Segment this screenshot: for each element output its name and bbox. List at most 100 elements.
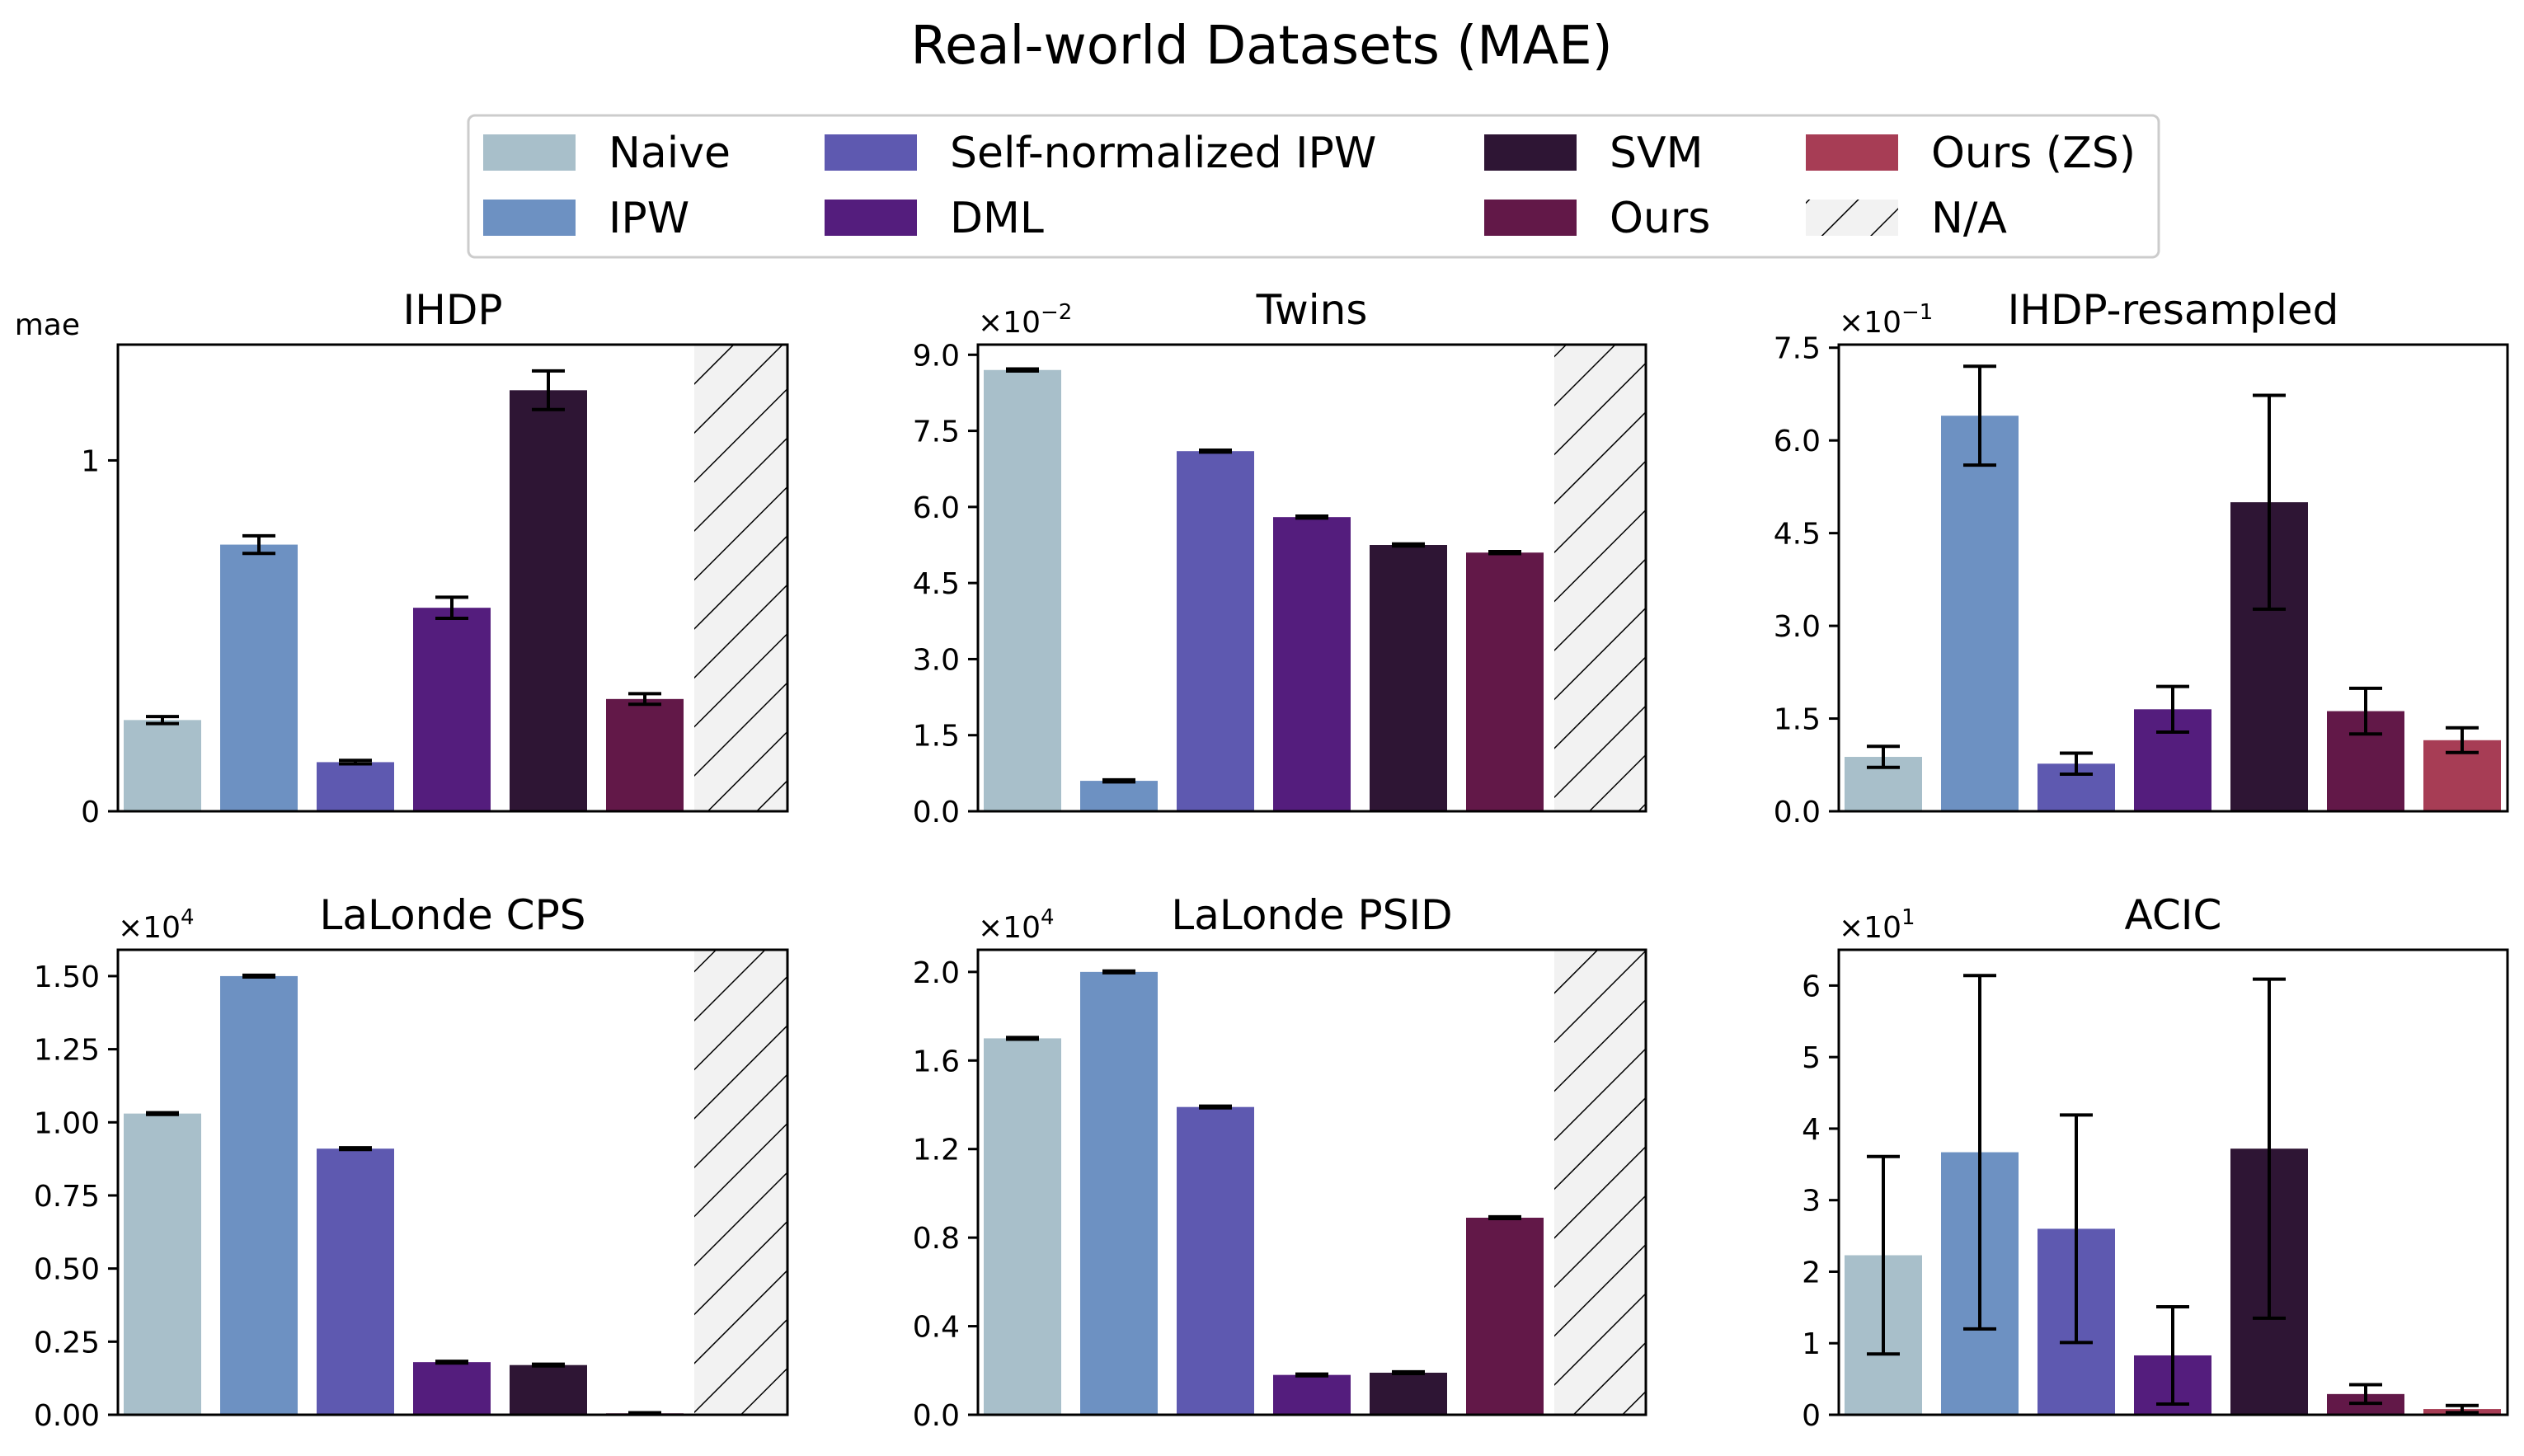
axis-offset-exponent: 1 xyxy=(1901,905,1915,930)
y-tick-label: 6 xyxy=(1802,970,1821,1003)
legend-label-dml: DML xyxy=(950,194,1044,243)
bar-naive xyxy=(984,369,1061,811)
y-tick-label: 1.6 xyxy=(913,1045,960,1078)
bar-dml xyxy=(413,1362,491,1415)
y-tick-label: 1.2 xyxy=(913,1134,960,1167)
error-bar-svm xyxy=(1392,1369,1425,1376)
error-bar-ipw xyxy=(1963,364,1996,467)
bar-ours xyxy=(1466,1217,1544,1415)
bar-svm xyxy=(1370,1372,1447,1415)
subplot-title: IHDP-resampled xyxy=(2008,286,2339,334)
error-bar-svm xyxy=(532,1362,565,1368)
bar-ipw xyxy=(220,544,298,811)
error-bar-ipw xyxy=(1102,777,1135,784)
y-tick-label: 0 xyxy=(81,796,100,829)
error-bar-ipw xyxy=(242,533,275,556)
y-tick-label: 0.0 xyxy=(913,796,960,829)
bar-ipw xyxy=(220,975,298,1415)
axis-offset-text: ×101 xyxy=(1839,905,1915,945)
y-tick-label: 0.4 xyxy=(913,1311,960,1345)
y-tick-label: 0.50 xyxy=(34,1253,100,1287)
y-tick-label: 1.5 xyxy=(1774,703,1821,737)
bar-ipw xyxy=(1080,781,1158,811)
error-bar-ipw xyxy=(242,973,275,979)
bar-dml xyxy=(1273,1374,1351,1415)
legend-label-ours-zs: Ours (ZS) xyxy=(1931,129,2136,178)
legend-label-n-a: N/A xyxy=(1931,194,2007,243)
chart-ihdp: 0 1 IHDP mae xyxy=(15,286,789,829)
y-tick-label: 0.0 xyxy=(913,1399,960,1433)
error-bar-dml xyxy=(2156,684,2189,735)
y-tick-label: 1.00 xyxy=(34,1106,100,1140)
legend-swatch-naive xyxy=(483,134,576,171)
error-bar-self-normalized-ipw xyxy=(339,759,372,766)
error-bar-ours xyxy=(1488,1214,1521,1221)
y-tick-label: 0.00 xyxy=(34,1399,100,1433)
subplot-title: LaLonde CPS xyxy=(320,891,586,939)
chart-twins: 0.0 1.5 3.0 4.5 6.0 7.5 9.0 Twins ×10−2 xyxy=(913,286,1647,829)
y-axis-label: mae xyxy=(15,308,80,342)
bar-ours xyxy=(606,698,684,811)
y-tick-label: 1.25 xyxy=(34,1034,100,1068)
chart-panels: 0 1 IHDP mae 0.0 1.5 3.0 4.5 6.0 7.5 9.0 Twins ×10−2… xyxy=(15,286,2509,1433)
bar-dml xyxy=(413,608,491,811)
chart-acic: 0 1 2 3 4 5 6 ACIC ×101 xyxy=(1802,891,2509,1433)
error-bar-dml xyxy=(1295,1372,1328,1378)
na-region xyxy=(1554,950,1646,1415)
bar-naive xyxy=(124,720,201,811)
axis-offset-exponent: 4 xyxy=(1041,905,1055,930)
chart-lalonde-cps: 0.00 0.25 0.50 0.75 1.00 1.25 1.50 LaLonde CPS ×… xyxy=(34,891,789,1433)
axis-offset-exponent: 4 xyxy=(181,905,195,930)
bar-naive xyxy=(984,1038,1061,1415)
error-bar-self-normalized-ipw xyxy=(1199,448,1232,454)
na-region xyxy=(694,950,787,1415)
axes-frame xyxy=(1837,343,2509,813)
error-bar-naive xyxy=(146,715,179,726)
error-bar-svm xyxy=(532,369,565,411)
y-tick-label: 3.0 xyxy=(913,643,960,677)
error-bar-self-normalized-ipw xyxy=(2060,751,2093,777)
y-tick-label: 2.0 xyxy=(913,956,960,990)
bar-self-normalized-ipw xyxy=(1177,451,1254,811)
axes-frame xyxy=(976,948,1647,1416)
error-bar-ipw xyxy=(1102,969,1135,975)
error-bar-svm xyxy=(1392,542,1425,548)
y-tick-label: 7.5 xyxy=(913,416,960,449)
bar-self-normalized-ipw xyxy=(317,762,394,811)
y-tick-label: 0.75 xyxy=(34,1180,100,1214)
y-tick-label: 5 xyxy=(1802,1041,1821,1075)
error-bar-naive xyxy=(1006,367,1039,373)
error-bar-ours xyxy=(2349,686,2382,736)
error-bar-self-normalized-ipw xyxy=(1199,1104,1232,1110)
bar-self-normalized-ipw xyxy=(317,1148,394,1415)
error-bar-ipw xyxy=(1963,974,1996,1331)
axis-offset-text: ×10−1 xyxy=(1839,300,1933,340)
y-tick-label: 0.8 xyxy=(913,1222,960,1256)
error-bar-ours-zs xyxy=(2446,1403,2479,1415)
y-tick-label: 4 xyxy=(1802,1113,1821,1147)
y-tick-label: 1 xyxy=(81,444,100,478)
legend-swatch-self-normalized-ipw xyxy=(825,134,917,171)
y-tick-label: 0.0 xyxy=(1774,796,1821,829)
legend-label-svm: SVM xyxy=(1610,129,1703,178)
error-bar-dml xyxy=(435,1360,468,1365)
axis-offset-text: ×10−2 xyxy=(978,300,1072,340)
axes-frame xyxy=(116,343,789,813)
axes-frame xyxy=(116,948,789,1416)
axes-frame xyxy=(1837,948,2509,1416)
error-bar-dml xyxy=(1295,514,1328,520)
legend-swatch-svm xyxy=(1484,134,1577,171)
y-tick-label: 0.25 xyxy=(34,1326,100,1360)
legend: Naive IPW Self-normalized IPW DML SVM Ours Our… xyxy=(467,114,2160,259)
subplot-title: ACIC xyxy=(2125,891,2222,939)
legend-swatch-ours-zs xyxy=(1806,134,1898,171)
bar-svm xyxy=(510,1364,587,1415)
y-tick-label: 7.5 xyxy=(1774,332,1821,366)
bar-svm xyxy=(510,390,587,811)
legend-swatch-ours xyxy=(1484,200,1577,236)
bar-ipw xyxy=(1941,416,2019,811)
y-tick-label: 1 xyxy=(1802,1327,1821,1361)
legend-label-naive: Naive xyxy=(609,129,731,178)
bar-ipw xyxy=(1080,971,1158,1415)
